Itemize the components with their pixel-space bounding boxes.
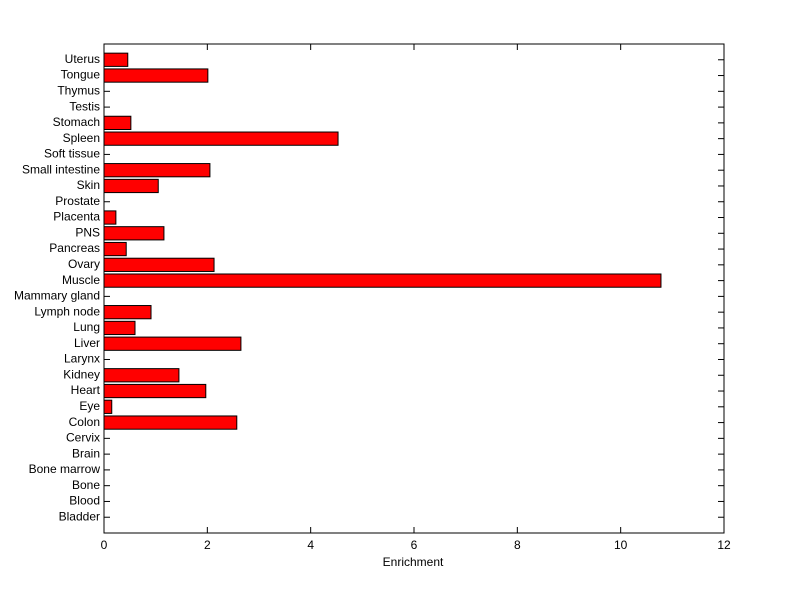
bar	[103, 257, 215, 272]
y-tick-label: Ovary	[68, 257, 100, 271]
y-tick-label: Brain	[72, 446, 100, 460]
y-tick-label: Liver	[74, 336, 100, 350]
x-tick-label: 4	[307, 538, 314, 552]
x-tick-label: 12	[717, 538, 731, 552]
bar	[103, 226, 165, 241]
bar	[103, 210, 117, 225]
y-tick-label: Mammary gland	[14, 289, 100, 303]
x-tick-label: 0	[101, 538, 108, 552]
bar	[103, 368, 180, 383]
y-tick-label: Blood	[69, 494, 100, 508]
y-tick-label: Lymph node	[34, 304, 100, 318]
y-tick-label: Cervix	[66, 431, 100, 445]
y-tick-label: Eye	[79, 399, 100, 413]
bar	[103, 115, 132, 130]
y-tick-label: Bone	[72, 478, 100, 492]
y-tick-label: Pancreas	[49, 241, 100, 255]
y-tick-label: Testis	[69, 99, 100, 113]
y-tick-label: Soft tissue	[44, 147, 100, 161]
bar	[103, 336, 242, 351]
bar	[103, 241, 127, 257]
bar	[103, 68, 209, 83]
bar	[103, 320, 136, 336]
bar	[103, 383, 207, 399]
y-tick-label: Kidney	[63, 367, 100, 381]
bar	[103, 273, 662, 288]
y-tick-label: Bone marrow	[29, 462, 101, 476]
bar	[103, 131, 339, 146]
x-tick-label: 10	[614, 538, 628, 552]
y-tick-label: Bladder	[59, 509, 100, 523]
bar	[103, 399, 113, 414]
y-tick-label: Thymus	[57, 83, 100, 97]
y-tick-label: Heart	[71, 383, 101, 397]
y-tick-label: Small intestine	[22, 162, 100, 176]
y-tick-label: Stomach	[53, 115, 100, 129]
y-tick-label: Larynx	[64, 352, 100, 366]
x-tick-label: 8	[514, 538, 521, 552]
y-tick-label: PNS	[75, 225, 100, 239]
x-axis-label: Enrichment	[383, 555, 444, 569]
bar	[103, 52, 129, 67]
y-tick-label: Placenta	[53, 210, 100, 224]
x-tick-label: 2	[204, 538, 211, 552]
y-tick-label: Tongue	[61, 68, 101, 82]
bar	[103, 415, 238, 430]
y-tick-label: Colon	[69, 415, 100, 429]
y-tick-label: Uterus	[65, 52, 100, 66]
y-tick-label: Muscle	[62, 273, 100, 287]
y-tick-label: Lung	[73, 320, 100, 334]
y-tick-label: Spleen	[63, 131, 100, 145]
y-tick-label: Skin	[77, 178, 100, 192]
bar	[103, 305, 152, 320]
y-tick-label: Prostate	[55, 194, 100, 208]
plot-frame	[103, 43, 725, 534]
x-tick-label: 6	[411, 538, 418, 552]
bar	[103, 178, 159, 194]
bar	[103, 163, 211, 178]
